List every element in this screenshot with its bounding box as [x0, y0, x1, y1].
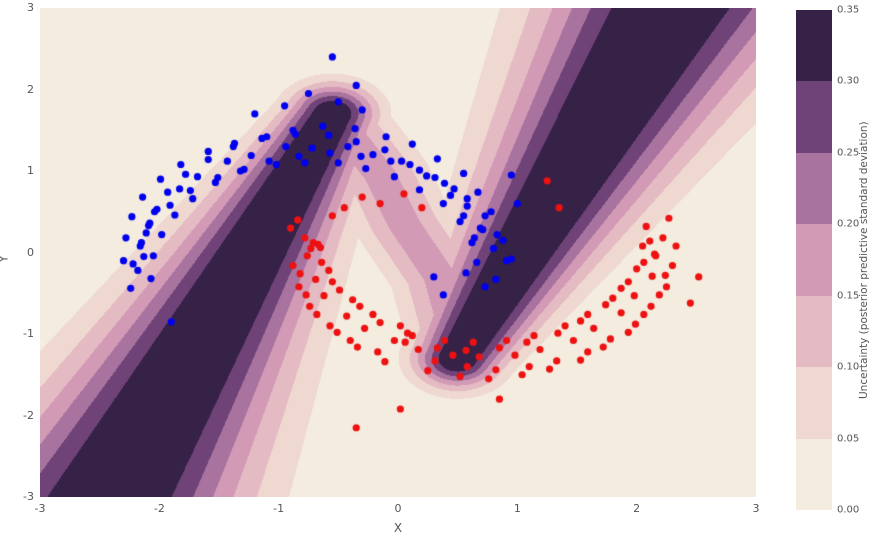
colorbar-tick-label: 0.35: [837, 4, 860, 16]
colorbar-segment: [796, 152, 832, 225]
colorbar-tick-label: 0.30: [837, 75, 860, 87]
x-tick-label: 1: [513, 502, 521, 515]
colorbar-segment: [796, 367, 832, 439]
x-tick-label: 3: [752, 502, 760, 515]
colorbar-tick-label: 0.25: [837, 147, 860, 159]
colorbar-segment: [796, 10, 832, 82]
colorbar-tick-label: 0.10: [837, 361, 860, 373]
plot-canvas: [40, 8, 756, 497]
colorbar-segment: [796, 224, 832, 296]
colorbar-tick-label: 0.05: [837, 433, 860, 445]
colorbar: [796, 10, 832, 510]
y-axis-label: Y: [0, 255, 11, 262]
y-tick-label: -2: [23, 408, 34, 422]
y-tick-label: -3: [23, 490, 34, 503]
y-tick-label: 0: [27, 245, 34, 259]
y-tick-label: 2: [27, 82, 34, 96]
y-tick-label: -1: [23, 327, 34, 340]
x-tick-label: -1: [273, 502, 285, 515]
colorbar-segment: [796, 295, 832, 368]
colorbar-tick-label: 0.15: [837, 290, 860, 302]
x-tick-label: 2: [633, 502, 641, 515]
x-axis-label: X: [393, 521, 403, 535]
y-tick-label: 3: [27, 1, 34, 14]
y-tick-label: 1: [27, 164, 34, 177]
colorbar-tick-label: 0.20: [837, 218, 860, 230]
colorbar-label: Uncertainty (posterior predictive standa…: [858, 121, 870, 399]
x-tick-label: -3: [34, 502, 46, 515]
x-tick-label: 0: [394, 502, 402, 515]
x-tick-label: -2: [153, 502, 165, 515]
colorbar-segment: [796, 81, 832, 153]
colorbar-segment: [796, 438, 832, 510]
colorbar-tick-label: 0.00: [837, 504, 860, 516]
